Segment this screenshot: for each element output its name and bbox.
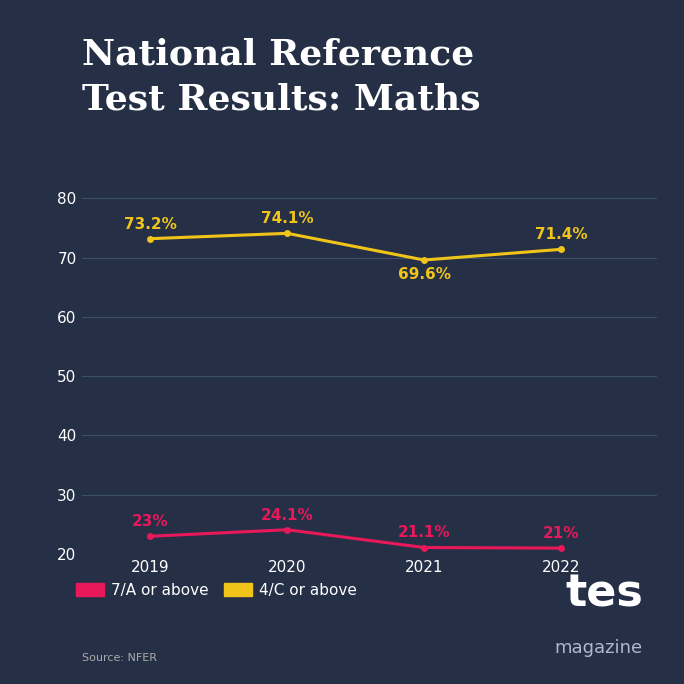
Text: 74.1%: 74.1%	[261, 211, 313, 226]
Text: National Reference: National Reference	[82, 38, 474, 72]
Text: 73.2%: 73.2%	[124, 217, 177, 232]
Text: 21.1%: 21.1%	[398, 525, 450, 540]
Text: 23%: 23%	[132, 514, 169, 529]
Text: Source: NFER: Source: NFER	[82, 653, 157, 663]
Text: magazine: magazine	[555, 639, 643, 657]
Text: 69.6%: 69.6%	[397, 267, 451, 282]
Text: 24.1%: 24.1%	[261, 508, 314, 523]
Text: 21%: 21%	[542, 526, 579, 541]
Text: 71.4%: 71.4%	[535, 227, 587, 242]
Text: tes: tes	[565, 573, 643, 616]
Text: Test Results: Maths: Test Results: Maths	[82, 82, 481, 116]
Legend: 7/A or above, 4/C or above: 7/A or above, 4/C or above	[76, 583, 357, 598]
